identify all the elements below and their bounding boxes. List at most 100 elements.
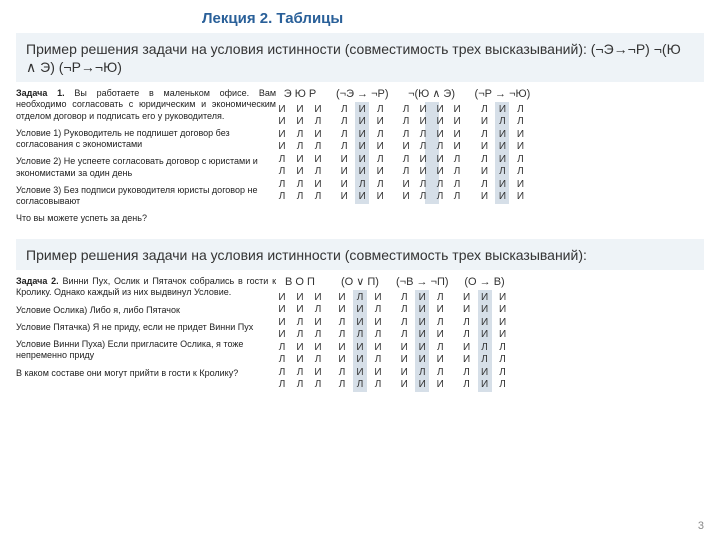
table-row: ИИИ <box>398 354 446 367</box>
table-cell: И <box>276 141 288 154</box>
table-cell: Л <box>336 379 348 392</box>
table-cell: И <box>276 329 288 342</box>
block1-prose: Задача 1. Вы работаете в маленьком офисе… <box>16 88 276 231</box>
table-row: ЛИИЛ <box>401 154 463 167</box>
prose-paragraph: Условие 3) Без подписи руководителя юрис… <box>16 185 276 208</box>
table-cell: Л <box>497 379 509 392</box>
table-cell: Л <box>461 317 473 330</box>
slide: Лекция 2. Таблицы Пример решения задачи … <box>0 0 720 540</box>
table-cell: И <box>356 166 368 179</box>
table-cell: Л <box>294 179 306 192</box>
table-cell: Л <box>496 166 508 179</box>
table-cell: Л <box>276 342 288 355</box>
table-cell: Л <box>452 179 463 192</box>
table-cell: Л <box>336 329 348 342</box>
table-cell: Л <box>452 191 463 204</box>
table-cell: И <box>434 329 446 342</box>
table-cell: И <box>338 166 350 179</box>
table-cell: И <box>416 304 428 317</box>
table-cell: Л <box>478 179 490 192</box>
table-row: ЛИИ <box>478 129 526 142</box>
table-row: ЛИИ <box>461 317 509 330</box>
prose-paragraph: Что вы можете успеть за день? <box>16 213 276 224</box>
table-row: ИИЛ <box>336 354 384 367</box>
table-row: ЛИЛ <box>338 129 386 142</box>
table-cell: И <box>497 329 509 342</box>
table-cell: Л <box>354 329 366 342</box>
table-cell: И <box>416 292 428 305</box>
table-cell: Л <box>514 154 526 167</box>
block2-content: Задача 2. Винни Пух, Ослик и Пятачок соб… <box>16 276 704 392</box>
table-cell: И <box>479 379 491 392</box>
table-cell: И <box>276 104 288 117</box>
table-cell: И <box>514 191 526 204</box>
table-cell: Л <box>497 367 509 380</box>
table-cell: И <box>497 292 509 305</box>
table-row: ЛИИИ <box>401 104 463 117</box>
table-cell: И <box>401 141 412 154</box>
table-cell: Л <box>401 154 412 167</box>
table-row: ЛИЛ <box>276 354 324 367</box>
table-cell: И <box>312 179 324 192</box>
block1-table1: Э Ю Р ИИИИИЛИЛИИЛЛЛИИЛИЛЛЛИЛЛЛ <box>276 88 324 204</box>
table-cell: И <box>372 292 384 305</box>
table-cell: Л <box>418 141 429 154</box>
table-cell: Л <box>452 154 463 167</box>
table-cell: Л <box>312 304 324 317</box>
block1-table4: (¬Р → ¬Ю) ЛИЛИЛЛЛИИИИИЛИЛИЛЛЛИИИИИ <box>475 88 531 204</box>
table-cell: Л <box>338 129 350 142</box>
table-cell: Л <box>435 179 446 192</box>
table-cell: И <box>356 104 368 117</box>
block1-tables: Э Ю Р ИИИИИЛИЛИИЛЛЛИИЛИЛЛЛИЛЛЛ (¬Э → ¬Р)… <box>276 88 704 204</box>
table-cell: И <box>336 342 348 355</box>
table-cell: И <box>478 116 490 129</box>
block1-heading: Пример решения задачи на условия истинно… <box>26 41 694 76</box>
block2-table1: В О П ИИИИИЛИЛИИЛЛЛИИЛИЛЛЛИЛЛЛ <box>276 276 324 392</box>
table-row: ИИИ <box>461 292 509 305</box>
table-cell: И <box>452 129 463 142</box>
table-cell: Л <box>372 379 384 392</box>
block2-heading: Пример решения задачи на условия истинно… <box>26 247 694 265</box>
table-row: ЛИЛ <box>461 379 509 392</box>
table-cell: И <box>398 379 410 392</box>
table-row: ЛИИ <box>336 367 384 380</box>
table-cell: И <box>401 179 412 192</box>
table-cell: Л <box>294 367 306 380</box>
table-cell: Л <box>372 354 384 367</box>
block1-heading-band: Пример решения задачи на условия истинно… <box>16 33 704 82</box>
table-cell: И <box>435 154 446 167</box>
block2-tables: В О П ИИИИИЛИЛИИЛЛЛИИЛИЛЛЛИЛЛЛ (О ∨ П) И… <box>276 276 704 392</box>
table-cell: Л <box>312 166 324 179</box>
table-cell: И <box>461 304 473 317</box>
table-cell: Л <box>294 191 306 204</box>
table-cell: Л <box>461 329 473 342</box>
table-cell: И <box>312 317 324 330</box>
prose-paragraph: Условие Пятачка) Я не приду, если не при… <box>16 322 276 333</box>
table-row: ИИЛ <box>276 116 324 129</box>
table-cell: Л <box>374 104 386 117</box>
table-cell: Л <box>514 166 526 179</box>
table-row: ЛИИЛ <box>401 166 463 179</box>
table-cell: И <box>294 166 306 179</box>
table-cell: Л <box>418 191 429 204</box>
table-header: (¬Э → ¬Р) <box>336 88 389 102</box>
table-cell: И <box>312 154 324 167</box>
table-cell: И <box>312 342 324 355</box>
table-cell: Л <box>434 292 446 305</box>
table-row: ИИИ <box>478 191 526 204</box>
table-row: ИИИ <box>478 141 526 154</box>
table-cell: И <box>461 354 473 367</box>
table-cell: Л <box>294 141 306 154</box>
table-row: ИЛЛ <box>478 116 526 129</box>
table-cell: И <box>479 304 491 317</box>
table-cell: И <box>294 304 306 317</box>
table-cell: И <box>479 329 491 342</box>
prose-paragraph: Задача 1. Вы работаете в маленьком офисе… <box>16 88 276 122</box>
table-row: ИИИ <box>276 292 324 305</box>
table-header: В О П <box>285 276 315 290</box>
table-row: ЛИИ <box>336 317 384 330</box>
block1-table2: (¬Э → ¬Р) ЛИЛЛИИЛИЛЛИИИИЛИИИИЛЛИИИ <box>336 88 389 204</box>
table-row: ИЛИ <box>336 292 384 305</box>
table-cell: И <box>338 154 350 167</box>
table-cell: Л <box>398 317 410 330</box>
